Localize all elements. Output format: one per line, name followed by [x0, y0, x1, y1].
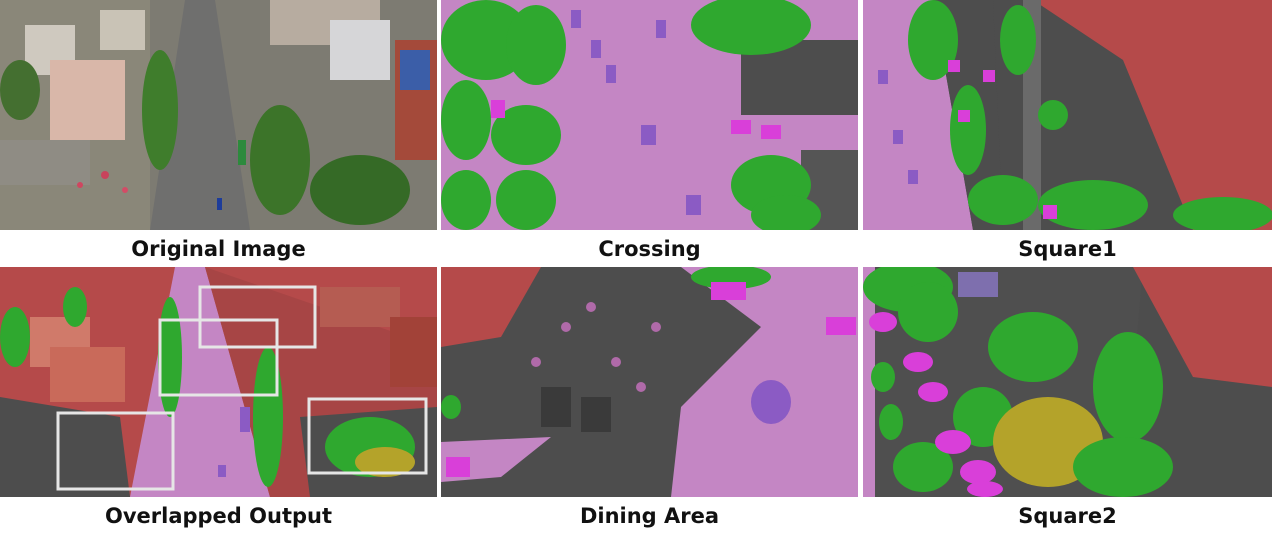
overlapped-output-panel — [0, 267, 437, 497]
square2-segmentation — [863, 267, 1272, 497]
original-image-panel — [0, 0, 437, 230]
square1-panel — [863, 0, 1272, 230]
dining-area-panel — [441, 267, 858, 497]
crossing-panel — [441, 0, 858, 230]
caption-dining-area: Dining Area — [579, 504, 720, 528]
overlapped-output-segmentation — [0, 267, 437, 497]
caption-square1: Square1 — [1018, 237, 1117, 261]
caption-overlapped-output: Overlapped Output — [104, 504, 333, 528]
square2-panel — [863, 267, 1272, 497]
original-image — [0, 0, 437, 230]
crossing-segmentation — [441, 0, 858, 230]
dining-area-segmentation — [441, 267, 858, 497]
caption-crossing: Crossing — [598, 237, 701, 261]
square1-segmentation — [863, 0, 1272, 230]
caption-square2: Square2 — [1018, 504, 1117, 528]
caption-original-image: Original Image — [131, 237, 306, 261]
